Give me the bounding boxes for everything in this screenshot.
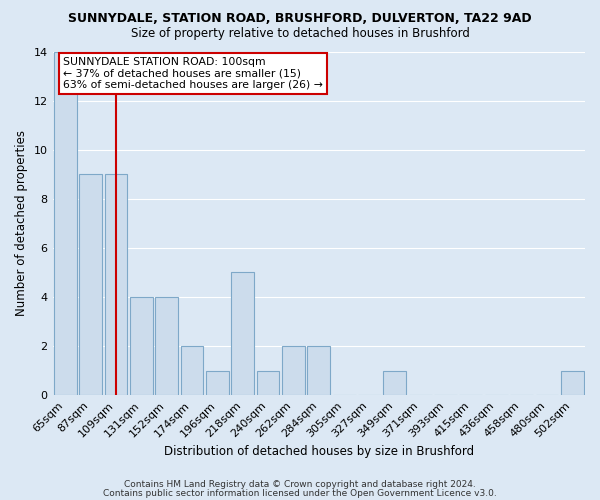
Bar bbox=[79, 174, 102, 395]
Text: Contains public sector information licensed under the Open Government Licence v3: Contains public sector information licen… bbox=[103, 488, 497, 498]
Bar bbox=[104, 174, 127, 395]
Bar bbox=[282, 346, 305, 395]
X-axis label: Distribution of detached houses by size in Brushford: Distribution of detached houses by size … bbox=[164, 444, 474, 458]
Bar bbox=[155, 297, 178, 395]
Text: Size of property relative to detached houses in Brushford: Size of property relative to detached ho… bbox=[131, 28, 469, 40]
Bar bbox=[561, 370, 584, 395]
Bar bbox=[307, 346, 330, 395]
Bar bbox=[181, 346, 203, 395]
Bar bbox=[130, 297, 152, 395]
Bar bbox=[257, 370, 280, 395]
Bar bbox=[206, 370, 229, 395]
Bar bbox=[231, 272, 254, 395]
Text: SUNNYDALE STATION ROAD: 100sqm
← 37% of detached houses are smaller (15)
63% of : SUNNYDALE STATION ROAD: 100sqm ← 37% of … bbox=[63, 56, 323, 90]
Bar bbox=[54, 52, 77, 395]
Text: SUNNYDALE, STATION ROAD, BRUSHFORD, DULVERTON, TA22 9AD: SUNNYDALE, STATION ROAD, BRUSHFORD, DULV… bbox=[68, 12, 532, 26]
Text: Contains HM Land Registry data © Crown copyright and database right 2024.: Contains HM Land Registry data © Crown c… bbox=[124, 480, 476, 489]
Bar bbox=[383, 370, 406, 395]
Y-axis label: Number of detached properties: Number of detached properties bbox=[15, 130, 28, 316]
